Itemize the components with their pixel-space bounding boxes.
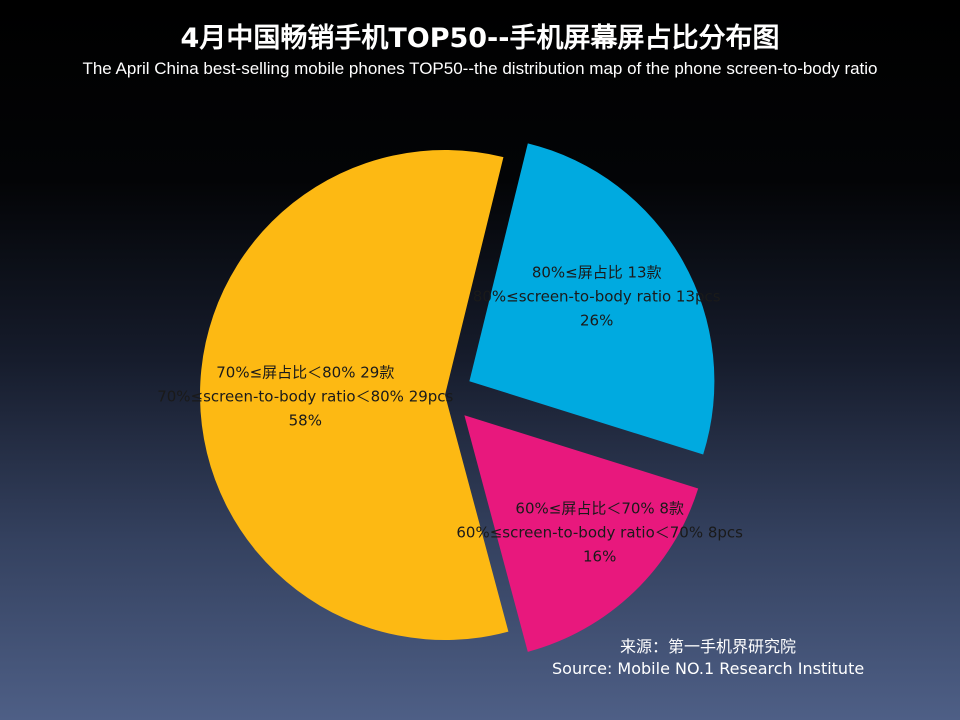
slice-label-3: 60%≤屏占比＜70% 8款 60%≤screen-to-body ratio＜7…: [456, 500, 743, 566]
source-note: 来源：第一手机界研究院 Source: Mobile NO.1 Research…: [552, 636, 864, 680]
pie-slice-3: [464, 415, 699, 652]
chart-subtitle: The April China best-selling mobile phon…: [82, 59, 878, 78]
slice-label-en: 60%≤screen-to-body ratio＜70% 8pcs: [456, 524, 743, 542]
slice-label-en: 80%≤screen-to-body ratio 13pcs: [473, 288, 721, 306]
source-cn: 来源：第一手机界研究院: [620, 637, 797, 656]
slice-percent-label: 16%: [583, 548, 616, 566]
slice-label-2: 80%≤屏占比 13款 80%≤screen-to-body ratio 13pc…: [473, 264, 721, 330]
slice-label-1: 70%≤屏占比＜80% 29款 70%≤screen-to-body ratio＜…: [157, 363, 453, 429]
pie-slice-2: [469, 143, 715, 455]
chart-title: 4月中国畅销手机TOP50--手机屏幕屏占比分布图: [180, 23, 780, 54]
pie-slice-1: [199, 149, 509, 640]
slice-percent-label: 58%: [289, 411, 322, 429]
slice-label-en: 70%≤screen-to-body ratio＜80% 29pcs: [157, 387, 453, 405]
slice-percent-label: 26%: [580, 312, 613, 330]
slice-label-cn: 60%≤屏占比＜70% 8款: [515, 500, 684, 518]
slice-label-cn: 70%≤屏占比＜80% 29款: [216, 363, 394, 381]
slice-label-cn: 80%≤屏占比 13款: [532, 264, 662, 282]
source-en: Source: Mobile NO.1 Research Institute: [552, 659, 865, 678]
